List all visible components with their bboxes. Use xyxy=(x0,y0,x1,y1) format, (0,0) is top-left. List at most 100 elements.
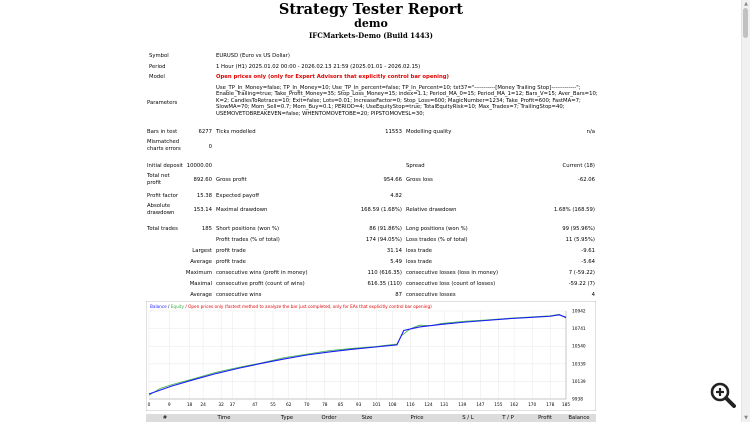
short-positions-value: 86 (91.86%) xyxy=(369,226,402,232)
max-cons-losses-value: 7 (-59.22) xyxy=(568,270,595,276)
avg-profit-label: profit trade xyxy=(216,259,246,265)
x-tick-label: 116 xyxy=(406,402,414,408)
zoom-in-icon xyxy=(710,382,736,408)
x-tick-label: 185 xyxy=(562,402,570,408)
loss-trades-label: Loss trades (% of total) xyxy=(406,237,468,243)
rel-drawdown-value: 1.68% (168.59) xyxy=(553,207,595,213)
deposit-value: 10000.00 xyxy=(186,163,212,169)
x-tick-label: 24 xyxy=(200,402,206,408)
y-axis-ticks: 10942 10741 10540 10339 10139 9938 xyxy=(572,309,586,403)
chart-grid xyxy=(148,310,567,400)
y-tick-label: 10339 xyxy=(572,361,586,367)
errors-value: 0 xyxy=(208,144,212,150)
x-tick-label: 155 xyxy=(494,402,502,408)
x-tick-label: 37 xyxy=(230,402,236,408)
long-positions-label: Long positions (won %) xyxy=(406,226,468,232)
legend-separator: / xyxy=(167,304,171,309)
parameters-value: Use_TP_In_Money=false; TP_In_Money=10; U… xyxy=(216,85,598,117)
largest-label: Largest xyxy=(192,248,212,254)
series-line-balance xyxy=(148,314,567,395)
profit-factor-value: 15.38 xyxy=(196,193,212,199)
x-tick-label: 101 xyxy=(373,402,381,408)
abs-drawdown-label: Absolute drawdown xyxy=(147,203,175,216)
max-drawdown-value: 168.59 (1.68%) xyxy=(360,207,402,213)
x-tick-label: 178 xyxy=(546,402,554,408)
avg-cons-wins-value: 87 xyxy=(395,292,402,298)
x-tick-label: 47 xyxy=(252,402,258,408)
scrollbar-thumb[interactable] xyxy=(743,8,748,38)
maximal-profit-label: consecutive profit (count of wins) xyxy=(216,281,305,287)
y-tick-label: 9938 xyxy=(572,397,583,403)
legend-equity: Equity xyxy=(171,304,185,309)
maximal-loss-value: -59.22 (7) xyxy=(568,281,595,287)
column-header: # xyxy=(162,415,168,421)
column-header: Type xyxy=(280,415,294,421)
x-tick-label: 55 xyxy=(270,402,276,408)
total-trades-value: 185 xyxy=(201,226,212,232)
maximum-label: Maximum xyxy=(185,270,212,276)
average2-label: Average xyxy=(190,292,212,298)
maximal-label: Maximal xyxy=(189,281,212,287)
total-trades-label: Total trades xyxy=(147,226,178,232)
long-positions-value: 99 (95.96%) xyxy=(562,226,595,232)
deposit-label: Initial deposit xyxy=(147,163,183,169)
loss-trades-value: 11 (5.95%) xyxy=(565,237,595,243)
period-label: Period xyxy=(149,64,166,70)
model-value: Open prices only (only for Expert Adviso… xyxy=(216,74,449,80)
ticks-label: Ticks modelled xyxy=(216,129,256,135)
gross-profit-value: 954.66 xyxy=(383,177,402,183)
maximal-profit-value: 616.35 (110) xyxy=(367,281,402,287)
y-tick-label: 10942 xyxy=(572,309,586,315)
largest-profit-label: profit trade xyxy=(216,248,246,254)
profit-trades-value: 174 (94.05%) xyxy=(365,237,402,243)
avg-profit-value: 5.49 xyxy=(390,259,402,265)
y-tick-label: 10741 xyxy=(572,326,586,332)
x-tick-label: 139 xyxy=(458,402,466,408)
x-tick-label: 85 xyxy=(338,402,344,408)
gross-loss-value: -62.06 xyxy=(577,177,595,183)
column-header: Balance xyxy=(568,415,590,421)
column-header: Size xyxy=(361,415,373,421)
report-subtitle: demo xyxy=(354,17,388,30)
model-label: Model xyxy=(149,74,165,80)
ticks-value: 11553 xyxy=(385,129,402,135)
spread-value: Current (18) xyxy=(562,163,595,169)
max-cons-wins-value: 110 (616.35) xyxy=(367,270,402,276)
column-header: Order xyxy=(321,415,337,421)
x-tick-label: 18 xyxy=(187,402,193,408)
expected-payoff-label: Expected payoff xyxy=(216,193,260,199)
x-tick-label: 108 xyxy=(388,402,396,408)
x-axis-ticks: 0 9 18 24 32 37 47 55 62 70 78 85 93 101 108 116 124 131 1… xyxy=(148,402,571,408)
maximal-loss-label: consecutive loss (count of losses) xyxy=(406,281,496,287)
avg-cons-wins-label: consecutive wins xyxy=(216,292,262,298)
scroll-down-arrow-icon[interactable]: ▼ xyxy=(744,415,748,421)
abs-drawdown-value: 153.14 xyxy=(193,207,212,213)
max-cons-wins-label: consecutive wins (profit in money) xyxy=(216,270,308,276)
x-tick-label: 170 xyxy=(528,402,536,408)
avg-loss-value: -5.64 xyxy=(581,259,595,265)
symbol-label: Symbol xyxy=(149,53,169,59)
scroll-up-arrow-icon[interactable]: ▲ xyxy=(744,1,748,7)
legend-note: / Open prices only (fastest method to an… xyxy=(184,304,432,309)
y-tick-label: 10540 xyxy=(572,344,586,350)
largest-loss-label: loss trade xyxy=(406,248,433,254)
zoom-in-button[interactable] xyxy=(709,381,737,409)
expected-payoff-value: 4.82 xyxy=(390,193,402,199)
x-tick-label: 93 xyxy=(356,402,362,408)
x-tick-label: 0 xyxy=(148,402,151,408)
spread-label: Spread xyxy=(406,163,425,169)
chart-legend: Balance / Equity / Open prices only (fas… xyxy=(150,304,432,309)
vertical-scrollbar[interactable]: ▲ ▼ xyxy=(741,0,750,422)
x-tick-label: 62 xyxy=(286,402,292,408)
column-header: T / P xyxy=(502,415,514,421)
x-tick-label: 147 xyxy=(476,402,484,408)
largest-profit-value: 31.14 xyxy=(386,248,402,254)
column-header: S / L xyxy=(462,415,474,421)
gross-loss-label: Gross loss xyxy=(406,177,433,183)
report-server: IFCMarkets-Demo (Build 1443) xyxy=(309,31,433,40)
modelling-label: Modelling quality xyxy=(406,129,452,135)
column-header: Price xyxy=(410,415,424,421)
errors-label: Mismatched charts errors xyxy=(147,139,181,152)
legend-balance: Balance xyxy=(150,304,167,309)
